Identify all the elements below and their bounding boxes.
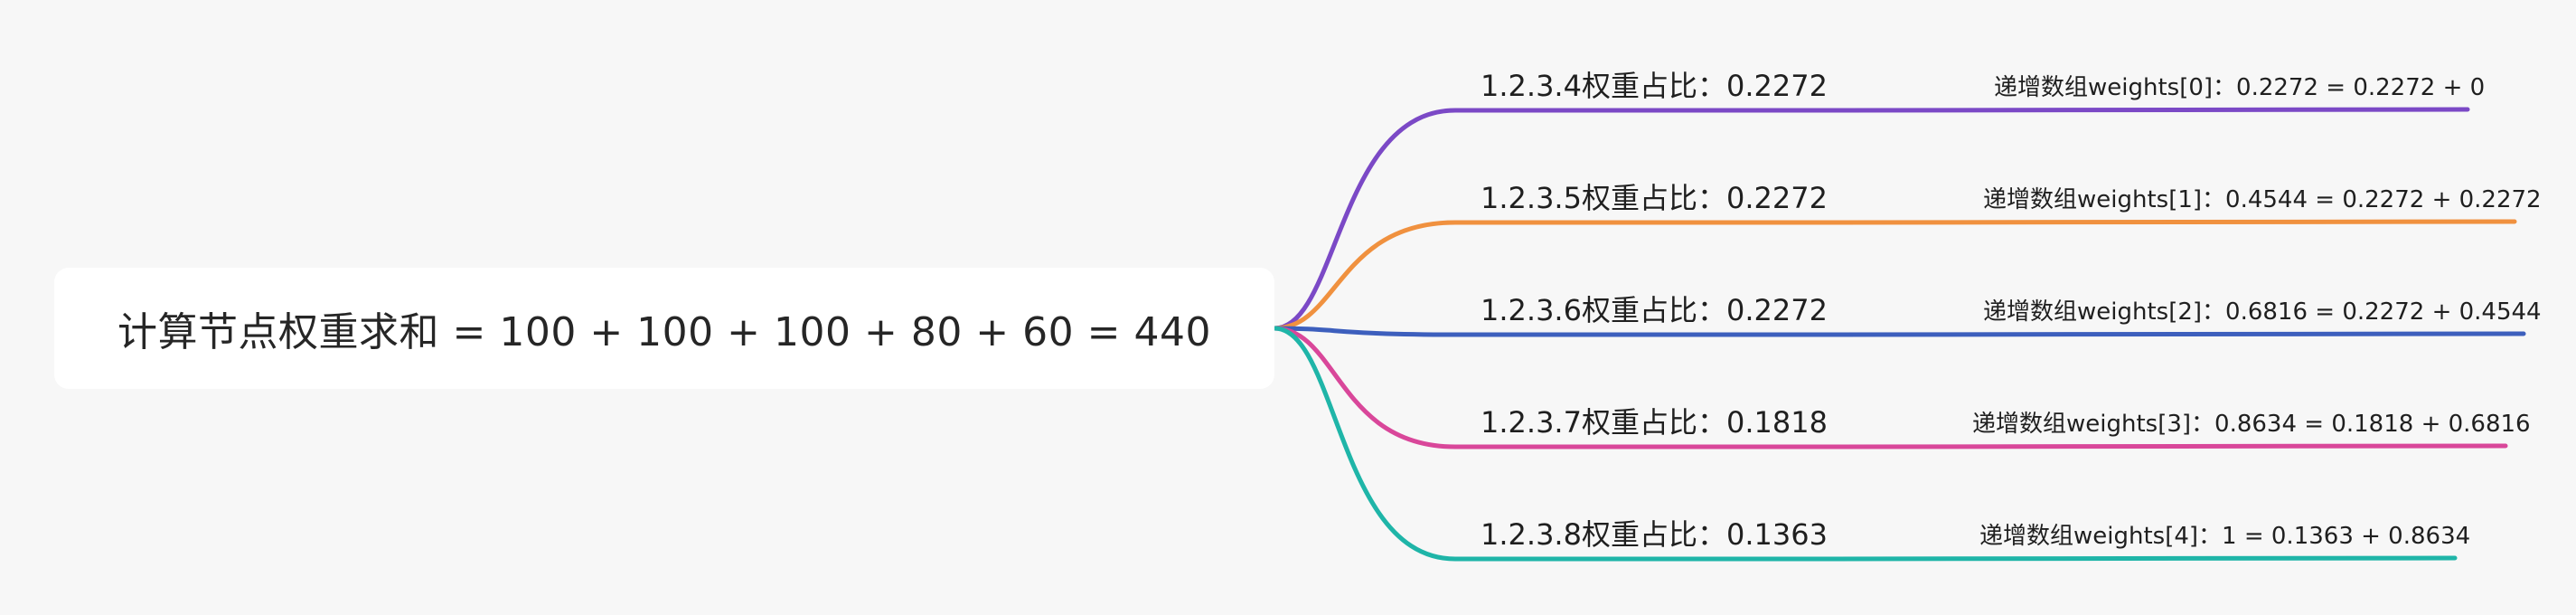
- connector-branch-4: [1272, 326, 2508, 449]
- branch-label-2[interactable]: 1.2.3.5权重占比：0.2272: [1481, 181, 1828, 215]
- connector-branch-3: [1272, 326, 2526, 337]
- leaf-label-4[interactable]: 递增数组weights[3]：0.8634 = 0.1818 + 0.6816: [1972, 411, 2531, 438]
- branch-label-1[interactable]: 1.2.3.4权重占比：0.2272: [1481, 69, 1828, 103]
- leaf-label-5[interactable]: 递增数组weights[4]：1 = 0.1363 + 0.8634: [1979, 523, 2471, 550]
- root-node-text: 计算节点权重求和 = 100 + 100 + 100 + 80 + 60 = 4…: [118, 309, 1211, 355]
- branch-label-5[interactable]: 1.2.3.8权重占比：0.1363: [1481, 517, 1828, 552]
- connector-branch-5: [1272, 326, 2458, 562]
- leaf-label-2[interactable]: 递增数组weights[1]：0.4544 = 0.2272 + 0.2272: [1983, 186, 2542, 213]
- connector-branch-1: [1272, 107, 2470, 331]
- root-node[interactable]: 计算节点权重求和 = 100 + 100 + 100 + 80 + 60 = 4…: [54, 268, 1274, 389]
- leaf-label-1[interactable]: 递增数组weights[0]：0.2272 = 0.2272 + 0: [1994, 74, 2486, 101]
- leaf-label-3[interactable]: 递增数组weights[2]：0.6816 = 0.2272 + 0.4544: [1983, 298, 2542, 326]
- branch-label-4[interactable]: 1.2.3.7权重占比：0.1818: [1481, 405, 1828, 440]
- connector-branch-2: [1272, 219, 2517, 331]
- branch-label-3[interactable]: 1.2.3.6权重占比：0.2272: [1481, 293, 1828, 327]
